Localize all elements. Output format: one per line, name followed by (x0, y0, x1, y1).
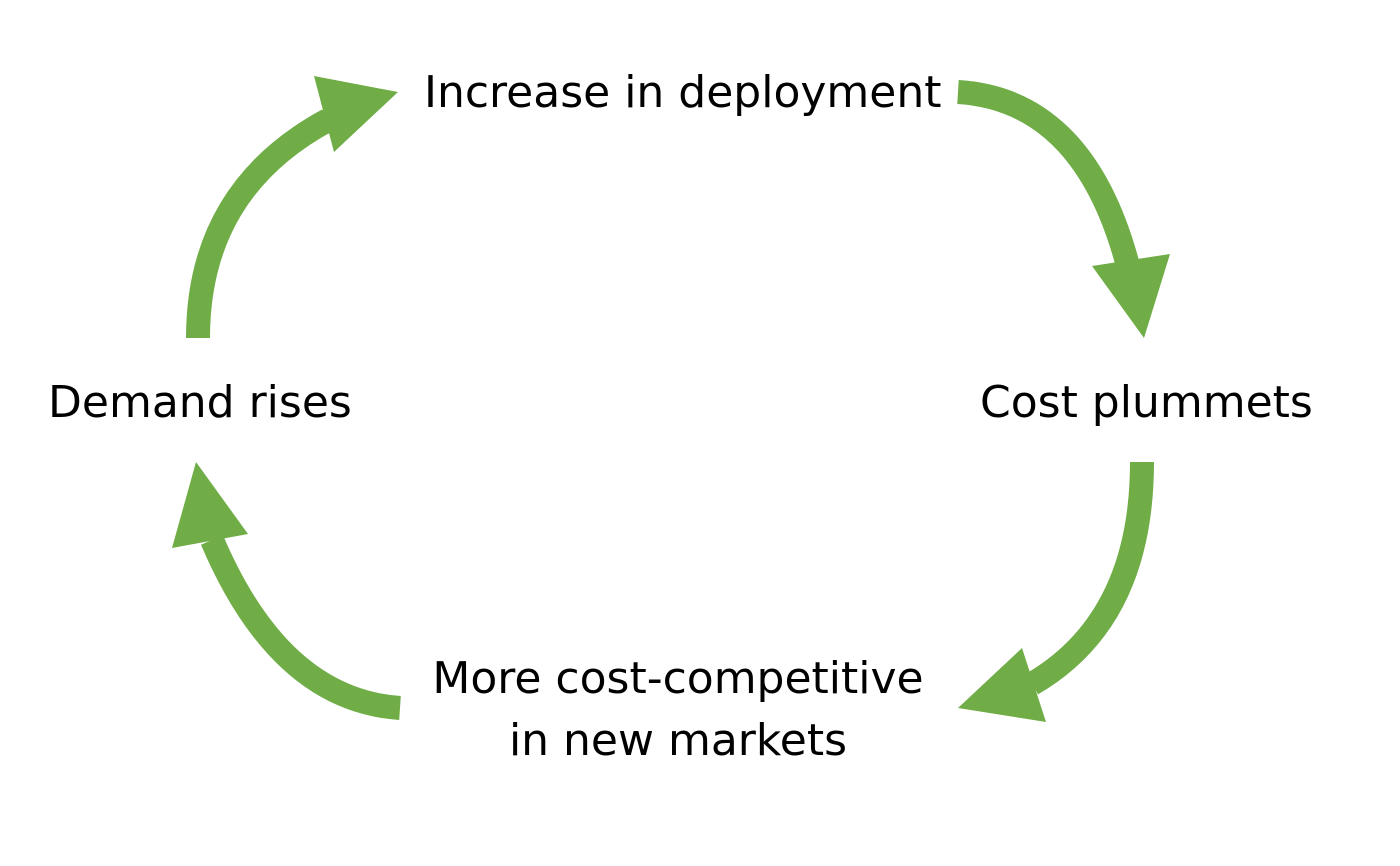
arrow-bottom-to-left-shaft (200, 535, 402, 720)
arrow-right-to-bottom-shaft (1025, 461, 1154, 695)
arrow-left-to-top (186, 76, 398, 339)
stage-more-cost-competitive: More cost-competitive in new markets (408, 648, 948, 772)
arrow-top-to-right (957, 80, 1170, 338)
stage-more-cost-competitive-line2: in new markets (508, 715, 848, 766)
arrow-bottom-to-left (172, 462, 402, 720)
stage-cost-plummets: Cost plummets (980, 377, 1313, 428)
arrow-left-to-top-shaft (186, 109, 334, 339)
arrow-top-to-right-head (1092, 254, 1170, 338)
stage-more-cost-competitive-line1: More cost-competitive (432, 653, 924, 704)
arrow-top-to-right-shaft (957, 80, 1144, 285)
arrow-right-to-bottom (958, 461, 1154, 722)
arrow-right-to-bottom-head (958, 648, 1046, 722)
stage-increase-in-deployment: Increase in deployment (424, 67, 942, 118)
stage-demand-rises: Demand rises (48, 377, 352, 428)
arrow-bottom-to-left-head (172, 462, 248, 548)
arrow-left-to-top-head (314, 76, 398, 152)
